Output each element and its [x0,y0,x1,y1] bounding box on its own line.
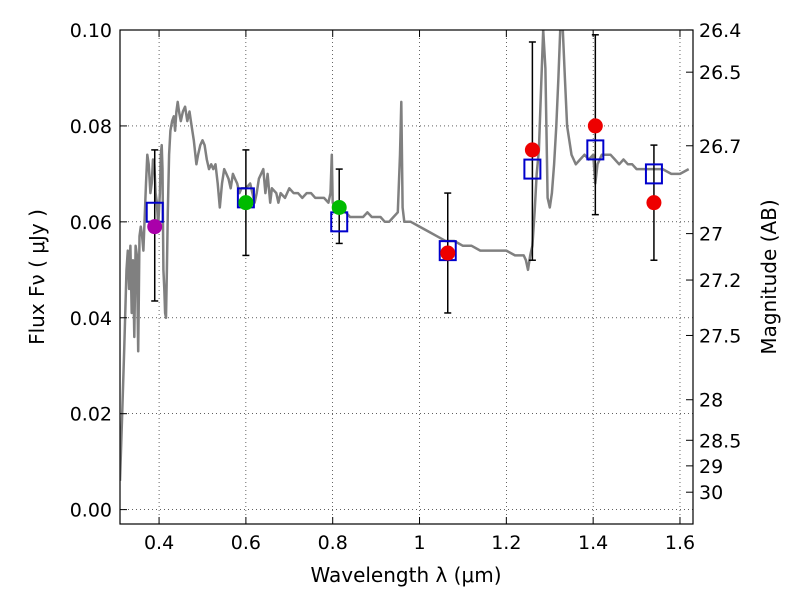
observed-point-red [524,142,540,158]
observed-point-green [238,195,254,211]
magnitude-tick-label: 27 [699,224,723,246]
axis-ticks [120,29,693,524]
y-tick-label: 0.04 [70,308,112,330]
magnitude-axis-label: Magnitude (AB) [757,199,781,354]
model-photometry-square [523,158,542,180]
magnitude-tick-label: 27.2 [699,270,741,292]
x-tick-label: 1.6 [665,532,695,554]
y-tick-label: 0.00 [70,500,112,522]
x-axis-label: Wavelength λ (μm) [310,563,501,587]
model-spectrum-line [120,30,690,481]
x-tick-label: 0.4 [144,532,174,554]
observed-point-green [331,199,347,215]
y-axis-label: Flux Fν ( μJy ) [25,209,49,345]
magnitude-tick-label: 30 [699,482,723,504]
y-tick-label: 0.10 [70,20,112,42]
model-photometry-square [644,163,663,185]
y-tick-label: 0.02 [70,404,112,426]
model-photometry-square [586,139,605,161]
magnitude-tick-label: 27.5 [699,325,741,347]
observed-point-red [646,195,662,211]
magnitude-tick-label: 28.5 [699,430,741,452]
x-tick-labels: 0.4 0.6 0.8 1 1.2 1.4 1.6 [144,532,695,554]
x-tick-label: 1 [413,532,425,554]
magnitude-tick-label: 29 [699,456,723,478]
x-tick-label: 1.4 [578,532,608,554]
magnitude-tick-labels: 26.4 26.5 26.7 27 27.2 27.5 28 28.5 29 30 [699,20,741,504]
observed-points [147,118,662,261]
magnitude-tick-label: 26.5 [699,62,741,84]
observed-point-red [587,118,603,134]
y-tick-label: 0.06 [70,212,112,234]
observed-point-purple [147,219,163,235]
y-tick-label: 0.08 [70,116,112,138]
magnitude-tick-label: 26.4 [699,20,741,42]
x-tick-label: 0.6 [231,532,261,554]
magnitude-tick-label: 28 [699,390,723,412]
y-tick-labels: 0.00 0.02 0.04 0.06 0.08 0.10 [70,20,112,522]
x-tick-label: 1.2 [491,532,521,554]
x-tick-label: 0.8 [318,532,348,554]
observed-point-red [440,245,456,261]
magnitude-tick-label: 26.7 [699,136,741,158]
plot-area [120,30,690,481]
plot-frame [119,29,694,525]
